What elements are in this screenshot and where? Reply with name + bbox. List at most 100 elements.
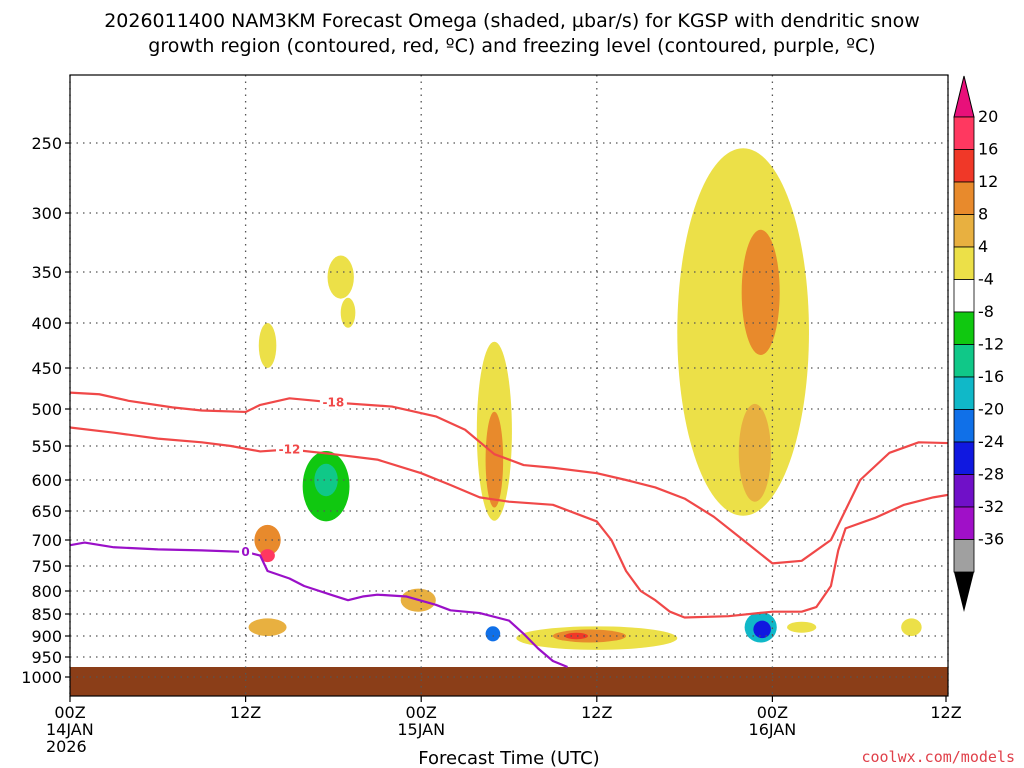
omega-patch (314, 463, 338, 497)
omega-patch (485, 411, 504, 508)
y-tick-label: 950 (31, 648, 62, 667)
y-tick-label: 1000 (21, 668, 62, 687)
contour-label-bg (239, 544, 253, 559)
omega-patch (236, 324, 255, 394)
pressure-axis: 250 300 350 400 450 500 550 600 650 700 750 800 850 9… (21, 134, 70, 687)
omega-patch (661, 457, 709, 528)
colorbar-legend: 20 16 12 8 4 -4 -8 -12 -16 -20 -24 -28 -32 -36 (953, 75, 1004, 612)
omega-patch (564, 632, 589, 640)
x-tick-label: 16JAN (749, 720, 797, 739)
omega-patch (352, 428, 373, 478)
omega-shading (226, 148, 948, 650)
omega-patch (738, 403, 771, 502)
colorbar-top-arrow (953, 75, 975, 118)
omega-patch (677, 148, 809, 516)
y-tick-label: 600 (31, 471, 62, 490)
colorbar-bottom-arrow (954, 572, 974, 612)
colorbar-label: 12 (978, 172, 998, 191)
colorbar-swatch (953, 344, 975, 378)
y-tick-label: 750 (31, 557, 62, 576)
colorbar-swatch (953, 181, 975, 215)
omega-patch (485, 626, 501, 642)
freezing-level-contour: 0 (70, 541, 568, 669)
x-tick-label: 00Z (54, 703, 85, 722)
colorbar-swatch (953, 279, 975, 313)
omega-patch (340, 297, 356, 328)
y-tick-label: 550 (31, 437, 62, 456)
y-tick-label: 350 (31, 263, 62, 282)
colorbar-swatch (953, 441, 975, 475)
y-tick-label: 400 (31, 314, 62, 333)
x-tick-label: 00Z (757, 703, 788, 722)
ground-surface (70, 667, 948, 696)
chart-title-line1: 2026011400 NAM3KM Forecast Omega (shaded… (104, 10, 920, 32)
omega-patch (260, 549, 275, 563)
y-tick-label: 450 (31, 359, 62, 378)
omega-patch (248, 618, 287, 636)
colorbar-swatch (953, 539, 975, 573)
omega-patch (258, 323, 277, 368)
y-tick-label: 900 (31, 627, 62, 646)
x-tick-label: 14JAN (46, 720, 94, 739)
y-tick-label: 500 (31, 400, 62, 419)
contour-label: -18 (323, 395, 345, 409)
colorbar-swatch (953, 116, 975, 150)
colorbar-swatch (953, 246, 975, 280)
y-tick-label: 850 (31, 605, 62, 624)
dgz-contour (70, 391, 948, 565)
colorbar-label: -32 (978, 497, 1004, 516)
omega-patch (532, 366, 574, 467)
y-tick-label: 800 (31, 582, 62, 601)
x-tick-label: 2026 (46, 737, 87, 756)
omega-patch (940, 428, 948, 464)
x-axis-label: Forecast Time (UTC) (418, 748, 599, 768)
omega-patch (254, 524, 281, 556)
y-tick-label: 700 (31, 531, 62, 550)
colorbar-label: 20 (978, 107, 998, 126)
colorbar-swatch (953, 506, 975, 540)
omega-patch (280, 484, 299, 538)
y-tick-label: 250 (31, 134, 62, 153)
chart-title-line2: growth region (contoured, red, ºC) and f… (148, 35, 875, 57)
colorbar-label: -24 (978, 432, 1004, 451)
colorbar-label: 16 (978, 140, 998, 159)
colorbar-label: -4 (978, 270, 994, 289)
colorbar-label: -28 (978, 465, 1004, 484)
credit-link[interactable]: coolwx.com/models (861, 748, 1015, 766)
contour-label-bg (319, 395, 347, 410)
freezing-contour (70, 541, 568, 669)
colorbar-label: 4 (978, 237, 988, 256)
colorbar-swatch (953, 214, 975, 248)
x-tick-label: 15JAN (397, 720, 445, 739)
y-tick-label: 300 (31, 204, 62, 223)
colorbar-label: -16 (978, 367, 1004, 386)
contour-label: -12 (279, 442, 301, 456)
y-tick-label: 650 (31, 502, 62, 521)
dendritic-growth-contours: -18 -12 (70, 391, 948, 619)
colorbar-label: -20 (978, 400, 1004, 419)
omega-patch (901, 618, 922, 636)
colorbar-label: -12 (978, 335, 1004, 354)
contour-label: 0 (241, 545, 249, 559)
omega-patch (444, 311, 463, 425)
plot-frame (69, 74, 949, 697)
x-tick-label: 12Z (581, 703, 612, 722)
colorbar-swatch (953, 149, 975, 183)
omega-patch (327, 255, 354, 299)
x-tick-label: 12Z (930, 703, 961, 722)
contour-label-bg (276, 442, 303, 457)
dgz-contour (70, 426, 948, 619)
omega-patch (226, 424, 250, 468)
colorbar-label: 8 (978, 205, 988, 224)
colorbar-swatch (953, 474, 975, 508)
colorbar-label: -8 (978, 302, 994, 321)
colorbar-swatch (953, 376, 975, 410)
omega-patch (753, 620, 771, 639)
omega-patch (552, 629, 627, 643)
colorbar-swatch (953, 311, 975, 345)
colorbar-label: -36 (978, 530, 1004, 549)
x-tick-label: 12Z (230, 703, 261, 722)
omega-patch (741, 229, 780, 355)
